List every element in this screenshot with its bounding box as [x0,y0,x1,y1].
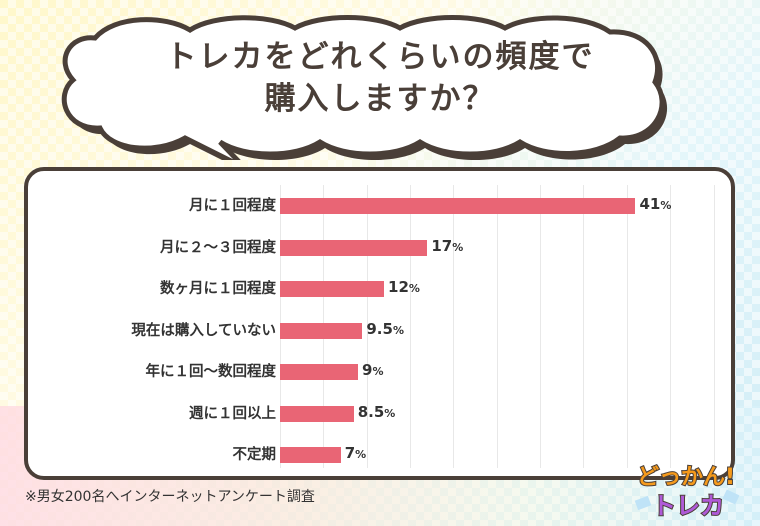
chart-card [24,167,735,480]
category-label: 月に１回程度 [189,198,276,214]
category-label: 月に２～３回程度 [160,239,276,256]
bar-chart-plot: 月に１回程度 41% 月に２～３回程度 17% 数ヶ月に１回程度 12% 現在は購入していな… [131,185,720,468]
gridline [626,185,628,468]
bar [280,364,359,380]
gridline [583,185,585,468]
speech-bubble [61,15,668,160]
value-label: 9.5% [366,319,404,338]
gridline [496,185,498,468]
bar [280,447,341,463]
bar [280,322,363,339]
title-line-1: トレカをどれくらいの頻度で [165,39,595,75]
category-label: 年に１回～数回程度 [145,364,277,380]
bar [280,239,428,256]
value-label: 8.5% [357,402,396,421]
svg-text:トレカ: トレカ [652,492,724,520]
value-label: 9% [362,361,384,379]
value-label: 12% [388,278,420,296]
title-line-2: 購入しますか？ [264,81,496,117]
gridline [713,185,715,468]
gridline [366,185,368,468]
chart-title: トレカをどれくらいの頻度で 購入しますか？ [100,36,660,120]
gridline [540,185,542,468]
value-label: 41% [639,195,672,213]
gridline [670,185,672,468]
category-label: 週に１回以上 [189,405,276,422]
category-label: 数ヶ月に１回程度 [160,281,276,297]
gridline [410,185,412,468]
gridline [453,185,455,468]
value-label: 7% [344,444,367,462]
survey-footnote: ※男女200名へインターネットアンケート調査 [25,489,315,505]
bar [280,198,636,214]
bar [280,405,354,422]
bar [280,281,385,297]
svg-text:どっかん!: どっかん! [637,465,735,490]
value-label: 17% [431,236,464,255]
category-label: 不定期 [232,447,277,463]
dokkan-toreka-logo: どっかん! トレカ [634,464,740,521]
category-label: 現在は購入していない [131,322,276,339]
